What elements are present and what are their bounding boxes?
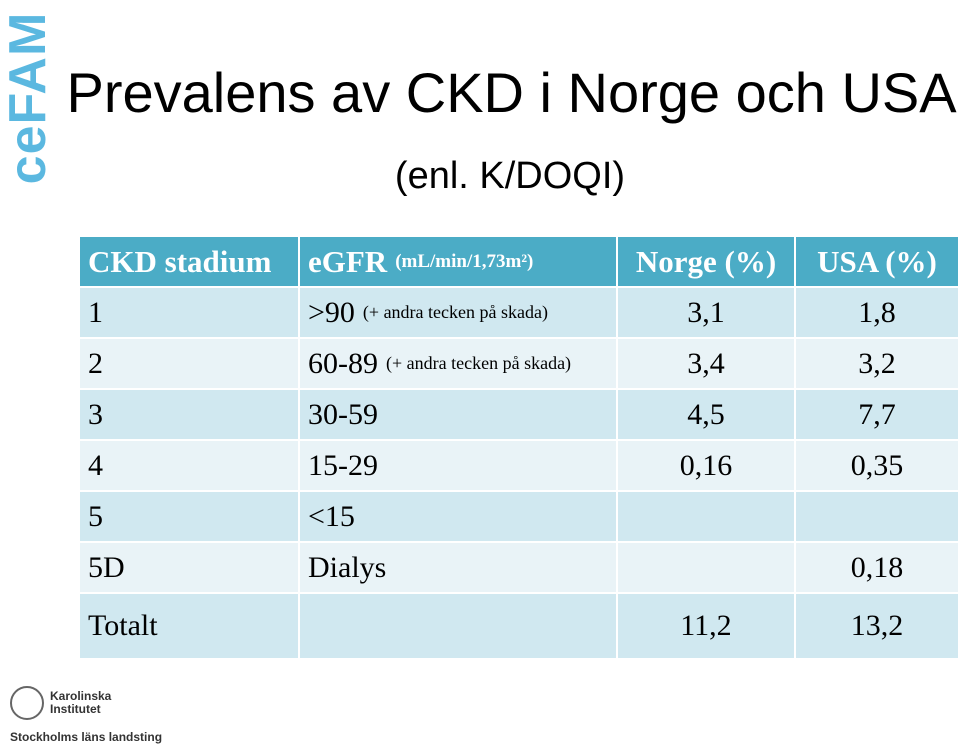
ki-logo: Karolinska Institutet	[10, 686, 120, 720]
table-row: 5D Dialys 0,18	[80, 543, 958, 594]
cell: 0,18	[796, 543, 958, 594]
cell: 3,2	[796, 339, 958, 390]
cell: 7,7	[796, 390, 958, 441]
cell: 4,5	[618, 390, 796, 441]
title-sub: (enl. K/DOQI)	[394, 155, 626, 197]
header-cell: Norge (%)	[618, 237, 796, 288]
cell: 3,1	[618, 288, 796, 339]
cell	[618, 492, 796, 543]
egfr: <15	[308, 499, 355, 533]
egfr: 15-29	[308, 448, 378, 482]
seal	[10, 686, 44, 720]
cell: 4	[80, 441, 300, 492]
header-text: eGFR	[308, 243, 388, 279]
header-unit: (mL/min/1,73m²)	[395, 250, 534, 272]
cell: Totalt	[80, 594, 300, 660]
table: CKD stadium eGFR (mL/min/1,73m²) Norge (%…	[80, 237, 958, 660]
header-cell: eGFR (mL/min/1,73m²)	[300, 237, 618, 288]
header-row: CKD stadium eGFR (mL/min/1,73m²) Norge (%…	[80, 237, 958, 288]
logo: ceFAM	[0, 11, 57, 185]
table-row: 1 >90 (+ andra tecken på skada) 3,1 1,8	[80, 288, 958, 339]
cell: 60-89 (+ andra tecken på skada)	[300, 339, 618, 390]
egfr: 30-59	[308, 397, 378, 431]
cell: 1	[80, 288, 300, 339]
cell	[300, 594, 618, 660]
cell: 0,16	[618, 441, 796, 492]
note: (+ andra tecken på skada)	[386, 353, 572, 373]
table-row: Totalt 11,2 13,2	[80, 594, 958, 660]
cell	[796, 492, 958, 543]
cell: 2	[80, 339, 300, 390]
cell: 3,4	[618, 339, 796, 390]
cell: 5	[80, 492, 300, 543]
ki-text: Karolinska Institutet	[50, 689, 112, 716]
cell	[618, 543, 796, 594]
cell: 3	[80, 390, 300, 441]
header-cell: CKD stadium	[80, 237, 300, 288]
cell: 0,35	[796, 441, 958, 492]
header-cell: USA (%)	[796, 237, 958, 288]
table-row: 5 <15	[80, 492, 958, 543]
table-row: 4 15-29 0,16 0,35	[80, 441, 958, 492]
egfr: >90	[308, 295, 355, 329]
sll-logo: Stockholms läns landsting	[10, 730, 163, 744]
cell: 1,8	[796, 288, 958, 339]
cell: 11,2	[618, 594, 796, 660]
egfr: 60-89	[308, 346, 378, 380]
cell: <15	[300, 492, 618, 543]
cell: 30-59	[300, 390, 618, 441]
cell: 5D	[80, 543, 300, 594]
note: (+ andra tecken på skada)	[362, 302, 548, 322]
table-row: 2 60-89 (+ andra tecken på skada) 3,4 3,2	[80, 339, 958, 390]
cell: 13,2	[796, 594, 958, 660]
title: Prevalens av CKD i Norge och USA (enl. K…	[60, 55, 960, 214]
title-main: Prevalens av CKD i Norge och USA	[66, 61, 954, 124]
egfr: Dialys	[308, 550, 387, 584]
table-row: 3 30-59 4,5 7,7	[80, 390, 958, 441]
cell: 15-29	[300, 441, 618, 492]
cell: Dialys	[300, 543, 618, 594]
cell: >90 (+ andra tecken på skada)	[300, 288, 618, 339]
